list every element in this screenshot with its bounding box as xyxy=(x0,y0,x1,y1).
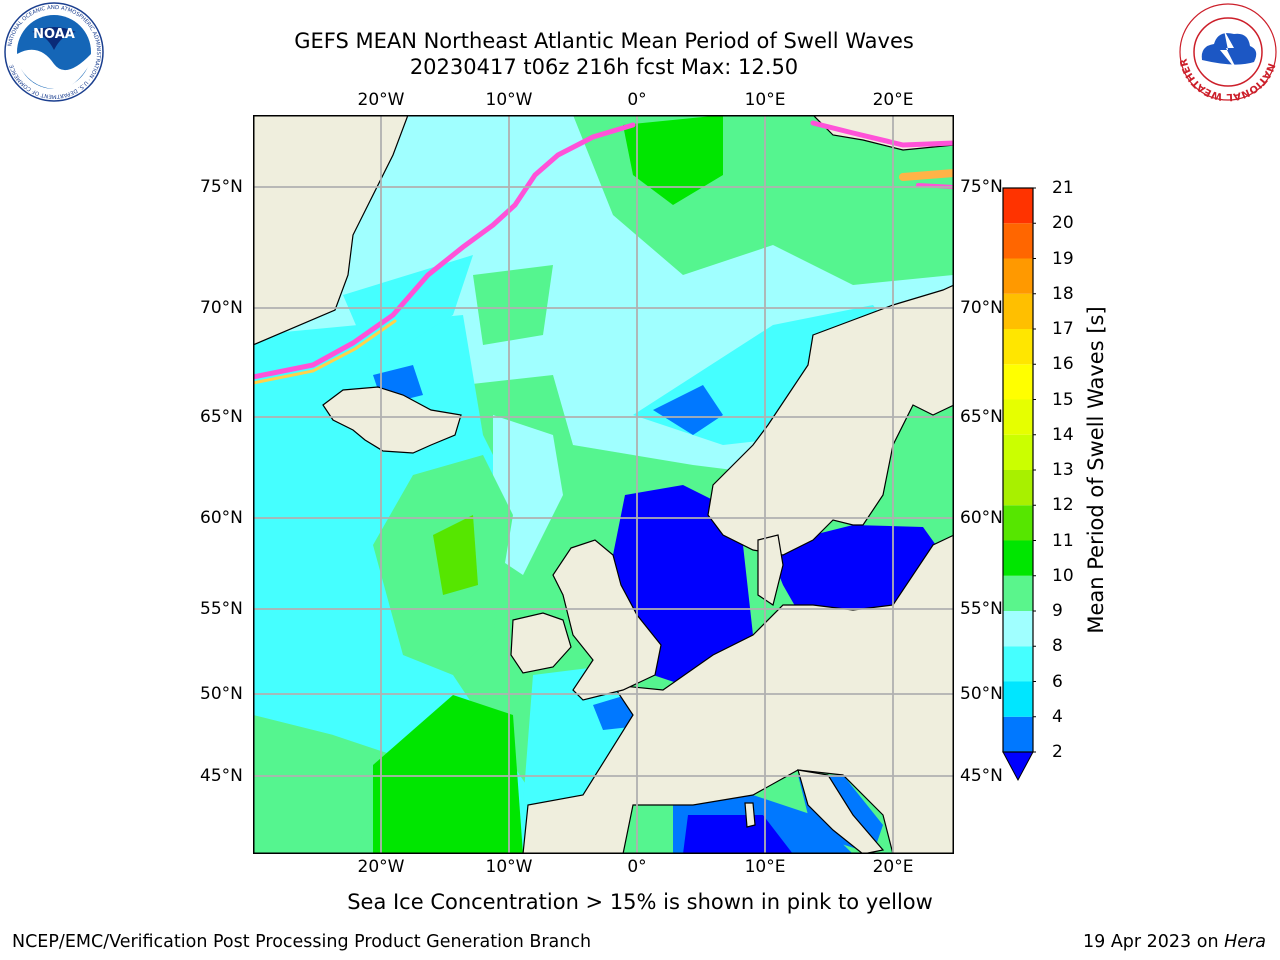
colorbar-tick-label: 20 xyxy=(1052,213,1074,234)
colorbar-segment xyxy=(1003,575,1033,611)
swell-zone-10-11s xyxy=(623,115,723,205)
map-title: GEFS MEAN Northeast Atlantic Mean Period… xyxy=(294,29,914,53)
colorbar-segment xyxy=(1003,364,1033,400)
colorbar-tick-label: 16 xyxy=(1052,354,1074,375)
lat-tick-left: 60°N xyxy=(200,508,243,528)
land-italy xyxy=(797,769,885,854)
colorbar-segment xyxy=(1003,188,1033,224)
colorbar-tick-label: 9 xyxy=(1052,601,1063,621)
colorbar-tick-label: 13 xyxy=(1052,460,1074,480)
lat-tick-left: 70°N xyxy=(200,298,243,318)
lon-tick-bottom: 20°E xyxy=(872,857,914,877)
land-svalbard xyxy=(812,115,954,151)
colorbar-tick-label: 4 xyxy=(1052,706,1063,727)
colorbar-segment xyxy=(1003,540,1033,576)
colorbar-tick-label: 12 xyxy=(1052,495,1074,516)
land-greenland xyxy=(253,115,409,346)
footer-host: Hera xyxy=(1224,932,1266,952)
lon-tick-top: 10°E xyxy=(744,90,786,110)
lat-tick-left: 75°N xyxy=(200,177,243,197)
colorbar-segment xyxy=(1003,470,1033,506)
colorbar-segment xyxy=(1003,399,1033,435)
colorbar-tick-label: 14 xyxy=(1052,424,1074,445)
colorbar-segment xyxy=(1003,329,1033,365)
lat-tick-right: 75°N xyxy=(960,177,1003,197)
land-corsica xyxy=(744,802,756,828)
colorbar-label: Mean Period of Swell Waves [s] xyxy=(1084,306,1108,634)
colorbar-tick-label: 8 xyxy=(1052,636,1063,657)
sea-ice-edge xyxy=(253,120,954,385)
lon-tick-top: 10°W xyxy=(485,90,533,110)
lon-tick-top: 0° xyxy=(627,90,647,110)
graticule xyxy=(253,115,954,854)
noaa-logo: NOAA NATIONAL OCEANIC AND ATMOSPHERIC AD… xyxy=(4,2,104,102)
colorbar-segment xyxy=(1003,646,1033,682)
footer-credit: NCEP/EMC/Verification Post Processing Pr… xyxy=(12,932,592,952)
lon-tick-top: 20°E xyxy=(872,90,914,110)
colorbar-tick-label: 21 xyxy=(1052,178,1074,198)
colorbar-tick-label: 17 xyxy=(1052,319,1074,339)
colorbar-segment xyxy=(1003,258,1033,294)
colorbar-underflow-arrow xyxy=(1002,751,1034,782)
lon-tick-bottom: 0° xyxy=(627,857,647,877)
lat-tick-right: 50°N xyxy=(960,684,1003,704)
lat-tick-left: 65°N xyxy=(200,407,243,427)
lon-tick-top: 20°W xyxy=(357,90,405,110)
noaa-logo-text: NOAA xyxy=(33,27,75,42)
map-subtitle: 20230417 t06z 216h fcst Max: 12.50 xyxy=(409,55,799,79)
colorbar-tick-label: 18 xyxy=(1052,283,1074,304)
colorbar-segment xyxy=(1003,716,1033,752)
land-iceland xyxy=(322,386,462,454)
lat-tick-right: 55°N xyxy=(960,599,1003,619)
colorbar-tick-label: 10 xyxy=(1052,565,1074,586)
footer-date-text: 19 Apr 2023 on xyxy=(1082,932,1219,952)
footer-date: 19 Apr 2023 on Hera xyxy=(1083,932,1266,952)
lon-tick-bottom: 20°W xyxy=(357,857,405,877)
colorbar xyxy=(1002,187,1036,782)
lat-tick-right: 45°N xyxy=(960,766,1003,786)
colorbar-segment xyxy=(1003,223,1033,259)
lat-tick-left: 55°N xyxy=(200,599,243,619)
land-ireland xyxy=(510,612,572,674)
lat-tick-right: 65°N xyxy=(960,407,1003,427)
colorbar-tick-label: 2 xyxy=(1052,742,1063,762)
colorbar-segment xyxy=(1003,681,1033,717)
colorbar-segment xyxy=(1003,611,1033,647)
colorbar-tick-label: 6 xyxy=(1052,671,1063,692)
lat-tick-left: 50°N xyxy=(200,684,243,704)
map-plot xyxy=(253,115,954,854)
colorbar-tick-label: 11 xyxy=(1052,530,1074,551)
lat-tick-right: 70°N xyxy=(960,298,1003,318)
colorbar-tick-label: 15 xyxy=(1052,389,1074,410)
colorbar-segment xyxy=(1003,505,1033,541)
colorbar-segment xyxy=(1003,293,1033,329)
sea-ice-caption: Sea Ice Concentration > 15% is shown in … xyxy=(347,890,933,914)
colorbar-segment xyxy=(1003,434,1033,470)
lon-tick-bottom: 10°E xyxy=(744,857,786,877)
lon-tick-bottom: 10°W xyxy=(485,857,533,877)
nws-logo: NATIONAL WEATHER SERVICE xyxy=(1176,2,1277,102)
colorbar-tick-label: 19 xyxy=(1052,248,1074,269)
lat-tick-right: 60°N xyxy=(960,508,1003,528)
lat-tick-left: 45°N xyxy=(200,766,243,786)
map-frame xyxy=(253,115,954,854)
